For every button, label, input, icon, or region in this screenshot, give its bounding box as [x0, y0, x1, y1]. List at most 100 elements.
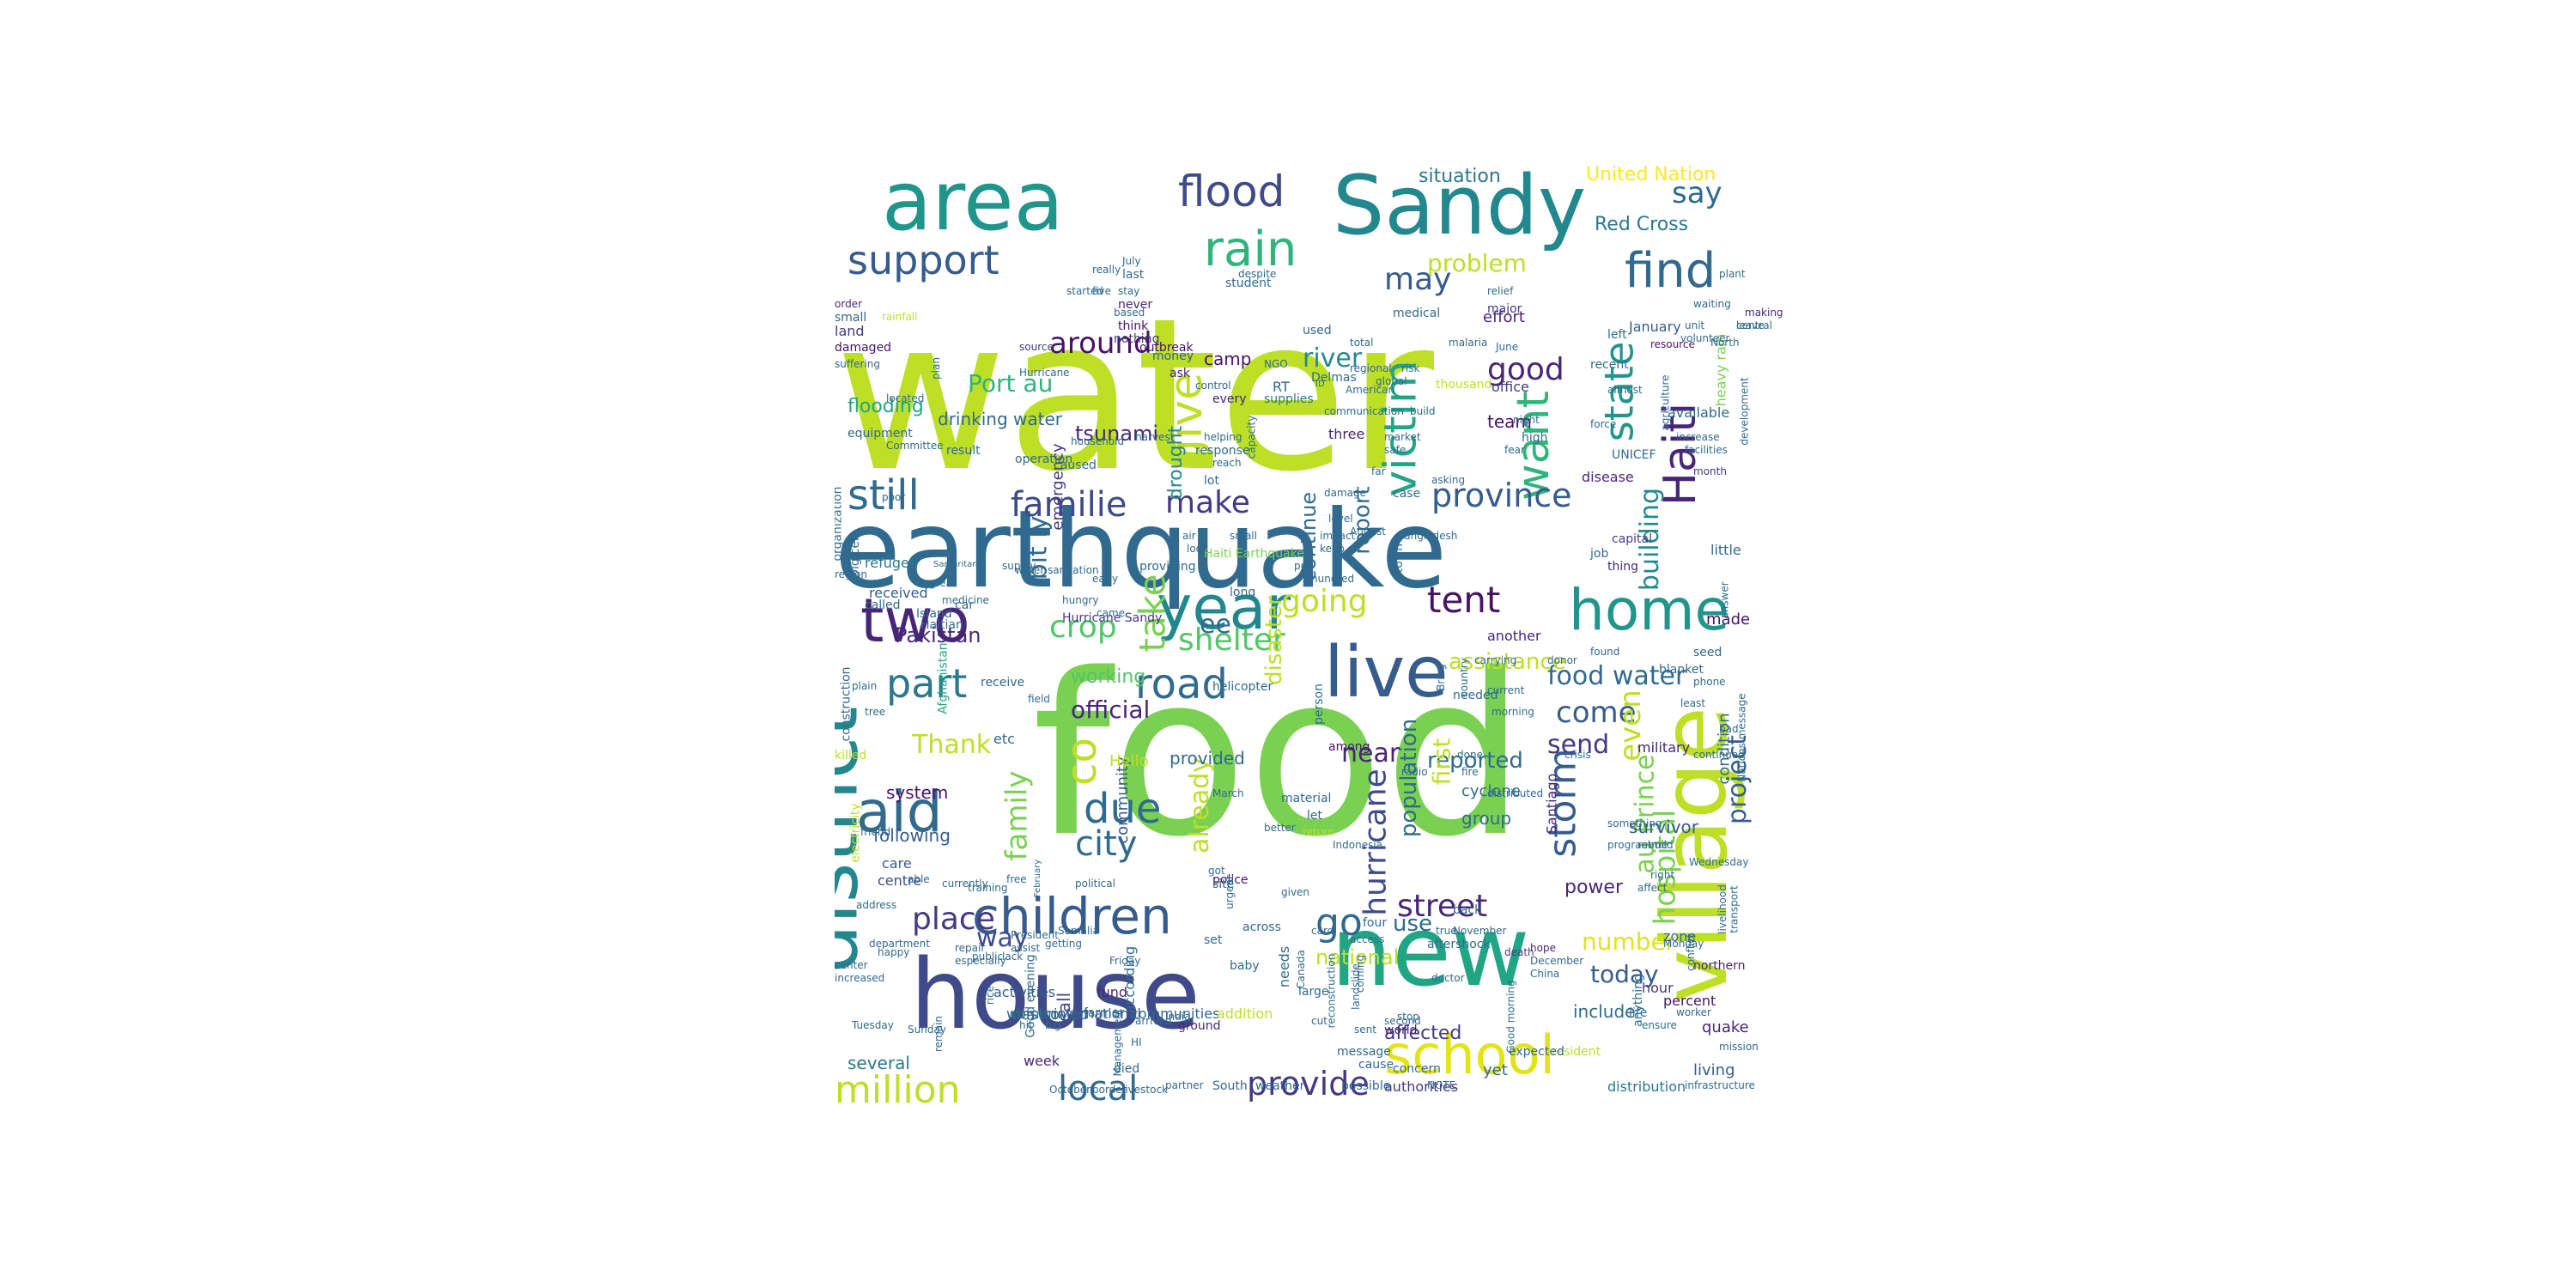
word-weather: weather [1255, 1079, 1305, 1093]
word-anything: anything [1631, 974, 1645, 1027]
word-management: Management [1111, 1008, 1124, 1077]
word-february: February [1033, 859, 1043, 898]
word-lot: lot [1204, 474, 1219, 488]
word-santiago: Santiago [1543, 773, 1560, 835]
word-card: card [1311, 925, 1334, 937]
word-reach: reach [1212, 457, 1242, 469]
word-blanket: blanket [1659, 663, 1704, 677]
word-increased: increased [835, 972, 885, 984]
word-life: life [1629, 1006, 1648, 1020]
word-haiti-earthquake: Haiti Earthquake [1204, 547, 1304, 561]
word-ngo: NGO [1264, 358, 1288, 370]
word-bad: bad [1719, 723, 1739, 735]
word-thank: Thank [912, 730, 992, 760]
word-id: ID [1315, 380, 1325, 389]
word-ee: ee [1200, 610, 1231, 640]
word-impact: impact [1320, 530, 1356, 542]
word-lack: lack [1002, 951, 1024, 963]
word-co: co [1057, 738, 1106, 786]
word-received: received [869, 585, 928, 601]
word-communities: communities [1131, 1005, 1220, 1022]
word-something: something [1607, 817, 1662, 829]
word-malaria: malaria [1449, 337, 1488, 349]
word-return: return [1303, 826, 1334, 838]
word-ask: ask [1170, 367, 1190, 380]
word-every: every [1212, 392, 1247, 406]
word-long: long [1230, 586, 1256, 599]
word-central: central [1736, 319, 1772, 331]
word-thing: thing [1607, 560, 1639, 574]
word-among: among [1328, 740, 1370, 754]
word-construction: construction [839, 666, 854, 742]
word-caused: caused [1054, 459, 1097, 472]
word-send: send [1547, 730, 1610, 760]
word-tuesday: Tuesday [852, 1019, 894, 1031]
word-hello: Hello [1109, 752, 1149, 770]
word-mission: mission [1719, 1041, 1759, 1053]
word-red-cross: Red Cross [1595, 214, 1689, 235]
word-called: called [865, 598, 901, 612]
word-centre: centre [878, 872, 922, 889]
word-made: made [1706, 611, 1751, 629]
word-poor: poor [882, 491, 906, 503]
word-local: local [1058, 1069, 1139, 1109]
word-destroyed: destroyed [1011, 1005, 1089, 1024]
word-expected: expected [1509, 1045, 1564, 1059]
word-shelter: shelter [1178, 623, 1285, 658]
word-thousand: thousand [1436, 378, 1492, 392]
word-system: system [886, 782, 949, 803]
word-place: place [912, 902, 995, 937]
word-affect: affect [1637, 882, 1668, 894]
word-note: NOTE [1427, 1079, 1456, 1091]
word-recent: recent [1590, 358, 1629, 372]
word-haitian: Haitian [920, 618, 963, 632]
word-hope: hope [1530, 942, 1556, 954]
word-rain: rain [1204, 222, 1297, 277]
word-put: put [1294, 560, 1311, 572]
word-affected: affected [1384, 1023, 1462, 1044]
word-year: year [1157, 573, 1291, 643]
word-rebuild: rebuild [1637, 839, 1674, 851]
word-receive: receive [981, 676, 1025, 690]
word-volunteer: volunteer [1680, 332, 1730, 344]
word-distributed: distributed [1487, 787, 1544, 799]
word-facilities: facilities [1685, 444, 1728, 456]
word-road: road [1135, 660, 1228, 708]
word-south: South [1212, 1079, 1248, 1093]
word-relief: relief [1487, 285, 1514, 297]
word-bring: Bring [1434, 664, 1447, 691]
word-organization: organization [835, 486, 845, 562]
word-northern: northern [1693, 959, 1746, 973]
word-based: based [1114, 307, 1145, 319]
word-au-prince: au Prince [1630, 754, 1661, 874]
word-answer: answer [1718, 581, 1731, 619]
word-situation: situation [1419, 166, 1501, 187]
word-bangladesh: Bangladesh [1397, 530, 1458, 542]
word-authorities: authorities [1384, 1078, 1459, 1095]
word-student: student [1225, 276, 1272, 290]
word-done: done [1457, 749, 1483, 761]
word-october: October [1049, 1084, 1091, 1096]
word-border: border [1092, 1084, 1127, 1096]
word-damaged: damaged [835, 341, 892, 355]
word-got: got [1208, 865, 1225, 877]
word-supplies: supplies [1264, 392, 1314, 406]
word-waiting: waiting [1693, 298, 1731, 310]
word-assistance: assistance [1449, 649, 1566, 675]
word-result: result [946, 444, 981, 458]
word-unicef: UNICEF [1612, 448, 1656, 462]
word-december: December [1530, 955, 1584, 967]
word-build: build [1410, 405, 1436, 417]
word-still: still [848, 471, 920, 519]
word-death: death [1504, 946, 1534, 958]
word-right: right [1650, 869, 1675, 881]
word-level: level [1328, 513, 1353, 525]
word-somalia: Somalia [1058, 925, 1100, 937]
word-international: international [1054, 1005, 1141, 1022]
word-farmer: farmer [1084, 1006, 1125, 1020]
word-true: true [1436, 925, 1457, 937]
word-million: million [835, 1068, 961, 1112]
word-last: last [1122, 268, 1145, 282]
word-stay: stay [1118, 285, 1140, 297]
word-camp: camp [1204, 349, 1252, 369]
